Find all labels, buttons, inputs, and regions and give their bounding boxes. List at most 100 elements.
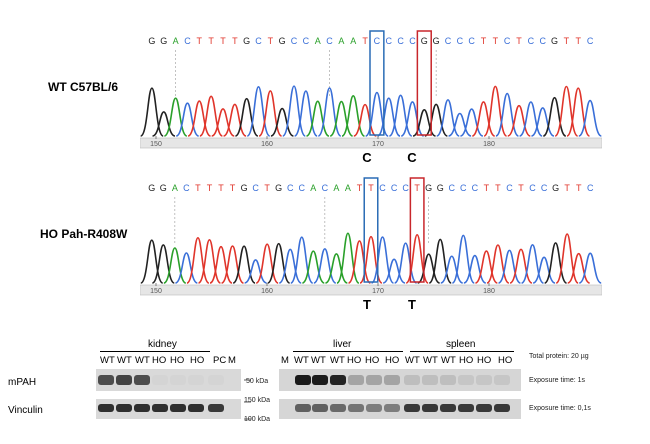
- base-call: T: [493, 36, 499, 46]
- base-call: C: [449, 183, 456, 193]
- base-call: G: [148, 183, 155, 193]
- group-liver: liver: [333, 339, 352, 350]
- axis-tick-label: 180: [483, 288, 495, 295]
- blot-band: [440, 375, 456, 385]
- peak-trace: [400, 101, 425, 137]
- blot-band: [422, 375, 438, 385]
- lane-label: M: [228, 355, 236, 366]
- base-call: C: [506, 183, 513, 193]
- base-call: C: [409, 36, 416, 46]
- peak-trace: [281, 85, 307, 137]
- blot-band: [116, 404, 132, 412]
- highlight-box-blue: [369, 30, 385, 136]
- blot-band: [366, 404, 382, 412]
- peak-trace: [246, 85, 271, 137]
- base-call: C: [457, 36, 464, 46]
- base-call: A: [172, 183, 178, 193]
- peak-trace: [509, 248, 533, 284]
- axis-tick-label: 150: [150, 141, 162, 148]
- blot-band: [330, 404, 346, 412]
- base-call: T: [197, 36, 203, 46]
- base-call: C: [386, 36, 393, 46]
- base-call: C: [460, 183, 467, 193]
- base-call: C: [252, 183, 259, 193]
- peak-trace: [255, 243, 279, 284]
- callout-wt-1: C: [362, 150, 372, 165]
- lane-label: HO: [385, 355, 400, 366]
- blot-band: [295, 404, 311, 412]
- lane-label: WT: [294, 355, 309, 366]
- base-call: C: [322, 183, 329, 193]
- lane-label: WT: [100, 355, 115, 366]
- base-call: G: [421, 36, 428, 46]
- peak-trace: [393, 242, 418, 284]
- peak-trace: [258, 90, 283, 137]
- peak-trace: [317, 87, 342, 137]
- base-call: C: [528, 36, 535, 46]
- peak-trace: [152, 111, 176, 137]
- base-call: C: [529, 183, 536, 193]
- peak-trace: [471, 101, 496, 137]
- group-line-kidney: [100, 351, 210, 352]
- base-call: C: [184, 36, 191, 46]
- base-call: T: [232, 36, 238, 46]
- sample-label-wt: WT C57BL/6: [48, 80, 119, 94]
- peak-trace: [163, 247, 187, 284]
- peak-trace: [234, 97, 259, 137]
- blot-band: [134, 404, 150, 412]
- blot-band: [152, 404, 168, 412]
- peak-trace: [175, 102, 200, 137]
- peak-trace: [186, 237, 210, 284]
- base-call: T: [208, 36, 214, 46]
- peak-trace: [532, 256, 556, 284]
- peak-trace: [301, 250, 325, 284]
- lane-label: WT: [311, 355, 326, 366]
- peak-trace: [542, 96, 567, 137]
- peak-trace: [495, 92, 520, 137]
- lane-label: WT: [441, 355, 456, 366]
- base-call: T: [357, 183, 363, 193]
- base-call: G: [279, 36, 286, 46]
- callout-ho-1: T: [363, 297, 371, 312]
- base-call: T: [362, 36, 368, 46]
- highlight-box-red: [409, 177, 425, 283]
- blot-band: [348, 375, 364, 385]
- axis-tick-label: 170: [372, 288, 384, 295]
- callout-wt-2: C: [407, 150, 417, 165]
- blot-band: [384, 404, 400, 412]
- lane-label: WT: [405, 355, 420, 366]
- blot-band: [116, 375, 132, 385]
- base-call: C: [468, 36, 475, 46]
- axis-tick-label: 180: [483, 141, 495, 148]
- lane-label: PC: [213, 355, 227, 366]
- blot-band: [458, 404, 474, 412]
- peak-trace: [448, 112, 472, 137]
- blot-band: [134, 375, 150, 385]
- peak-trace: [428, 238, 452, 284]
- blot-band: [170, 375, 186, 385]
- base-call: C: [391, 183, 398, 193]
- peak-trace: [306, 100, 330, 137]
- base-call: A: [333, 183, 339, 193]
- blot-band: [295, 375, 311, 385]
- base-call: T: [564, 183, 570, 193]
- base-call: T: [495, 183, 501, 193]
- peak-trace: [578, 252, 602, 284]
- peak-trace: [151, 244, 175, 284]
- peak-trace: [336, 232, 360, 284]
- peak-trace: [293, 90, 318, 137]
- chromatogram-wt: G G A C T T T T G C T G C C A C A A T C C C C G G C C C T T C T C C G T T C15…: [140, 30, 602, 149]
- base-call: C: [504, 36, 511, 46]
- base-call: A: [345, 183, 351, 193]
- western-blot-image: [96, 369, 521, 420]
- peak-trace: [531, 107, 555, 137]
- peak-trace: [353, 103, 377, 137]
- base-call: C: [539, 36, 546, 46]
- base-call: G: [425, 183, 432, 193]
- lane-label: HO: [190, 355, 205, 366]
- peak-trace: [463, 254, 487, 284]
- blot-band: [208, 404, 224, 412]
- base-call: G: [148, 36, 155, 46]
- base-call: A: [315, 36, 321, 46]
- base-call: C: [303, 36, 310, 46]
